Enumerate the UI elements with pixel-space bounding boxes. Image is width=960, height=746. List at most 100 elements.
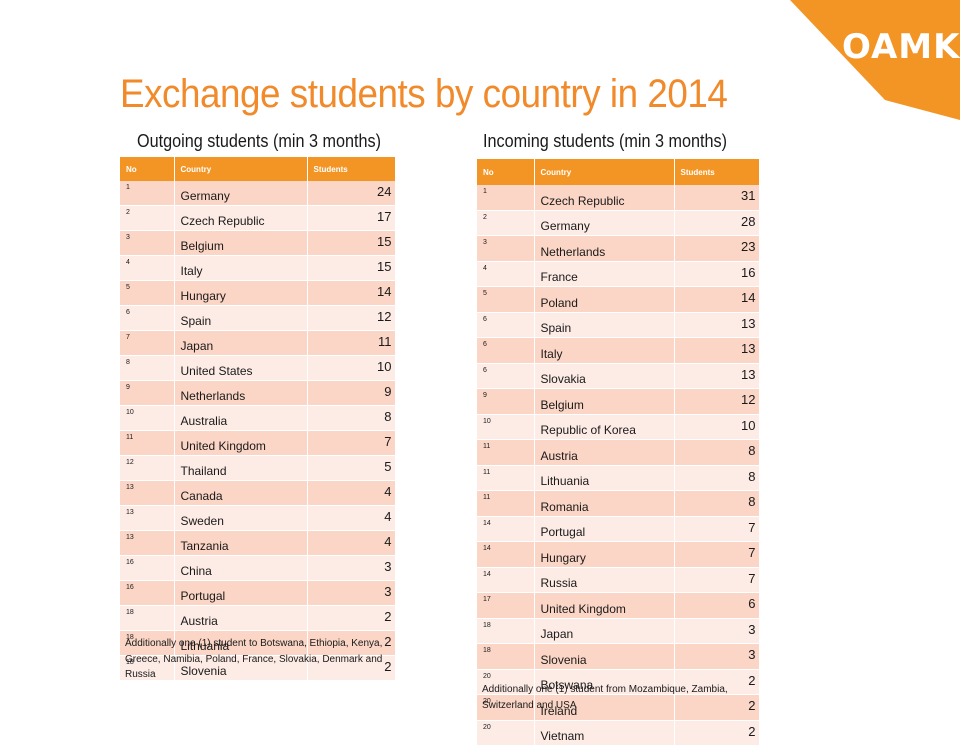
column-header-no: No (477, 159, 535, 185)
students-cell: 24 (307, 181, 396, 206)
country-cell: Czech Republic (174, 205, 308, 231)
table-row: 18 Slovenia 3 (477, 643, 760, 670)
country-cell: Poland (534, 286, 675, 313)
table-row: 5 Poland 14 (477, 286, 760, 313)
row-number: 14 (477, 516, 535, 542)
row-number: 8 (120, 355, 175, 381)
country-cell: Botswana (534, 669, 675, 695)
table-row: 11 Romania 8 (477, 490, 760, 517)
country-cell: Tanzania (174, 530, 308, 556)
row-number: 3 (120, 230, 175, 256)
country-cell: United Kingdom (534, 592, 675, 619)
table-row: 11 Austria 8 (477, 439, 760, 466)
row-number: 18 (120, 630, 175, 656)
students-cell: 13 (674, 312, 760, 338)
row-number: 6 (477, 312, 535, 338)
table-row: 11 Lithuania 8 (477, 465, 760, 491)
country-cell: Spain (534, 312, 675, 338)
table-row: 7 Japan 11 (120, 330, 396, 356)
row-number: 20 (477, 720, 535, 746)
country-cell: Sweden (174, 505, 308, 531)
table-row: 18 Lithuania 2 (120, 630, 396, 656)
table-row: 17 United Kingdom 6 (477, 592, 760, 619)
students-cell: 14 (307, 280, 396, 306)
table-row: 16 China 3 (120, 555, 396, 581)
row-number: 18 (477, 643, 535, 670)
table-row: 2 Germany 28 (477, 210, 760, 236)
page-title: Exchange students by country in 2014 (120, 72, 728, 116)
students-cell: 4 (307, 505, 396, 531)
row-number: 16 (120, 580, 175, 606)
students-cell: 2 (307, 605, 396, 631)
students-cell: 17 (307, 205, 396, 231)
row-number: 20 (477, 669, 535, 695)
row-number: 20 (477, 694, 535, 721)
table-row: 3 Netherlands 23 (477, 235, 760, 262)
row-number: 4 (120, 255, 175, 281)
table-row: 16 Portugal 3 (120, 580, 396, 606)
row-number: 1 (477, 185, 535, 211)
country-cell: Slovakia (534, 363, 675, 389)
column-header-country: Country (174, 157, 308, 181)
students-cell: 23 (674, 235, 760, 262)
table-row: 13 Canada 4 (120, 480, 396, 506)
row-number: 13 (120, 530, 175, 556)
students-cell: 2 (307, 630, 396, 656)
country-cell: Austria (174, 605, 308, 631)
row-number: 6 (120, 305, 175, 331)
table-row: 6 Spain 13 (477, 312, 760, 338)
students-cell: 15 (307, 230, 396, 256)
students-cell: 4 (307, 530, 396, 556)
country-cell: Romania (534, 490, 675, 517)
country-cell: United Kingdom (174, 430, 308, 456)
row-number: 6 (477, 337, 535, 364)
table-row: 9 Netherlands 9 (120, 380, 396, 406)
students-cell: 8 (674, 465, 760, 491)
row-number: 5 (477, 286, 535, 313)
row-number: 13 (120, 505, 175, 531)
row-number: 4 (477, 261, 535, 287)
country-cell: Netherlands (174, 380, 308, 406)
students-cell: 5 (307, 455, 396, 481)
country-cell: Russia (534, 567, 675, 593)
column-header-no: No (120, 157, 175, 181)
students-cell: 2 (674, 669, 760, 695)
row-number: 11 (477, 439, 535, 466)
column-header-students: Students (307, 157, 396, 181)
country-cell: Ireland (534, 694, 675, 721)
country-cell: Portugal (534, 516, 675, 542)
row-number: 5 (120, 280, 175, 306)
row-number: 1 (120, 181, 175, 206)
row-number: 16 (120, 555, 175, 581)
row-number: 11 (477, 490, 535, 517)
row-number: 9 (477, 388, 535, 415)
row-number: 9 (120, 380, 175, 406)
oamk-logo: OAMK (842, 27, 960, 67)
students-cell: 2 (674, 720, 760, 746)
column-header-students: Students (674, 159, 760, 185)
country-cell: Slovenia (534, 643, 675, 670)
table-row: 13 Sweden 4 (120, 505, 396, 531)
row-number: 6 (477, 363, 535, 389)
students-cell: 6 (674, 592, 760, 619)
table-row: 6 Italy 13 (477, 337, 760, 364)
table-row: 14 Hungary 7 (477, 541, 760, 568)
country-cell: Slovenia (174, 655, 308, 681)
country-cell: United States (174, 355, 308, 381)
row-number: 17 (477, 592, 535, 619)
country-cell: Australia (174, 405, 308, 431)
row-number: 2 (120, 205, 175, 231)
incoming-additional-note: Additionally one (1) student from Mozamb… (482, 684, 728, 711)
row-number: 14 (477, 541, 535, 568)
students-cell: 4 (307, 480, 396, 506)
students-cell: 3 (674, 643, 760, 670)
table-header-row: No Country Students (477, 159, 760, 185)
country-cell: Austria (534, 439, 675, 466)
country-cell: Portugal (174, 580, 308, 606)
country-cell: Italy (534, 337, 675, 364)
students-cell: 8 (674, 439, 760, 466)
students-cell: 8 (307, 405, 396, 431)
students-cell: 3 (307, 580, 396, 606)
country-cell: Hungary (174, 280, 308, 306)
students-cell: 2 (674, 694, 760, 721)
